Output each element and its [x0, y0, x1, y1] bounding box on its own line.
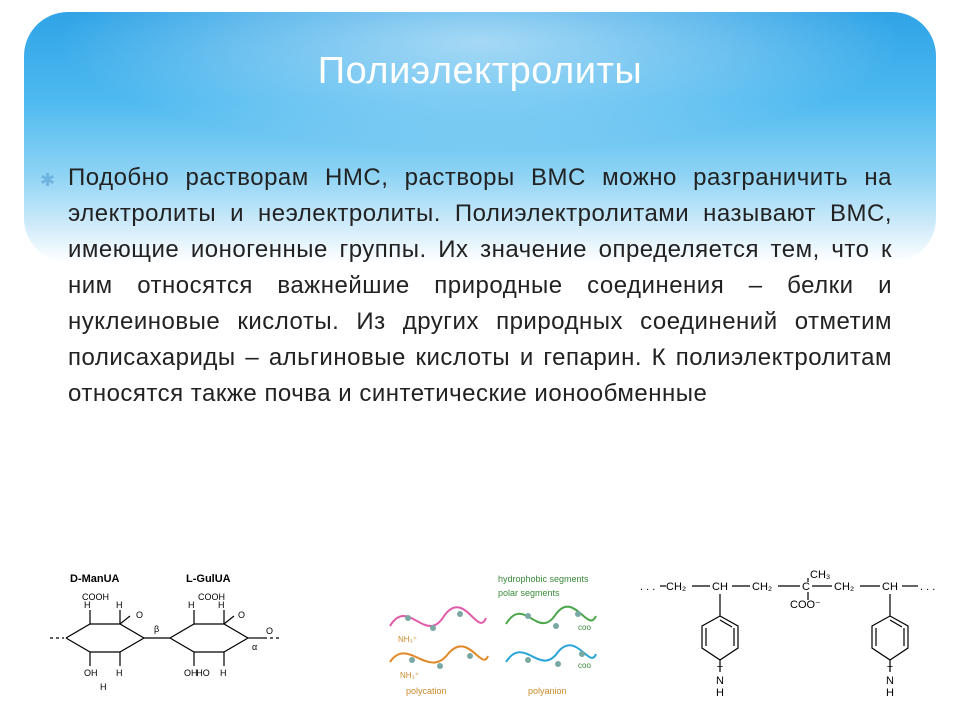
oh-a1: OH — [84, 668, 98, 678]
dots-l: . . . — [640, 581, 655, 593]
label-polycation: polycation — [406, 686, 447, 696]
cooh-2: COOH — [198, 592, 225, 602]
alpha: α — [252, 642, 257, 652]
nplus-1: + — [717, 661, 723, 673]
n-1: N — [716, 675, 724, 687]
n-2: N — [886, 675, 894, 687]
h-a4: H — [100, 682, 107, 692]
body-text: Подобно растворам НМС, растворы ВМС можн… — [68, 160, 892, 412]
ch-1: CH — [712, 581, 728, 593]
h-2: H — [886, 687, 894, 698]
ho-b: HO — [196, 668, 210, 678]
label-coo2: coo — [578, 661, 591, 670]
label-polyanion: polyanion — [528, 686, 567, 696]
coo: COO⁻ — [790, 599, 821, 611]
o-a: O — [136, 610, 143, 620]
h-a3: H — [116, 668, 123, 678]
dots-r: . . . — [920, 581, 935, 593]
ch2-2: CH₂ — [752, 581, 772, 593]
o-tail: O — [266, 626, 273, 636]
h-b1: H — [188, 600, 195, 610]
ch-2: CH — [882, 581, 898, 593]
o-b: O — [238, 610, 245, 620]
h-a2: H — [116, 600, 123, 610]
ch2-3: CH₂ — [834, 581, 854, 593]
nplus-2: + — [887, 661, 893, 673]
label-nh3-1: NH₃⁺ — [398, 635, 417, 644]
fig-polyions: hydrophobic segments polar segments coo … — [378, 568, 608, 698]
h-a1: H — [84, 600, 91, 610]
beta: β — [154, 624, 159, 634]
label-hydro: hydrophobic segments — [498, 574, 589, 584]
slide-title: Полиэлектролиты — [24, 50, 936, 93]
label-gul: L-GulUA — [186, 573, 231, 585]
c-1: C — [802, 581, 810, 593]
figures-row: D-ManUA L-GulUA COOH H H O OH H H β H H … — [48, 568, 912, 698]
label-man: D-ManUA — [70, 573, 120, 585]
fig-backbone: . . . CH₂ CH CH₂ CH₃ C CH₂ CH . . . COO⁻ — [638, 568, 948, 698]
h-1: H — [716, 687, 724, 698]
bullet-glyph: ✱ — [40, 170, 55, 191]
h-b3: H — [220, 668, 227, 678]
ch3-1: CH₃ — [810, 569, 830, 581]
ch2-1: CH₂ — [666, 581, 686, 593]
label-nh3-2: NH₃⁺ — [400, 671, 419, 680]
label-polar: polar segments — [498, 588, 560, 598]
label-coo1: coo — [578, 623, 591, 632]
fig-sugars: D-ManUA L-GulUA COOH H H O OH H H β H H … — [48, 568, 348, 698]
